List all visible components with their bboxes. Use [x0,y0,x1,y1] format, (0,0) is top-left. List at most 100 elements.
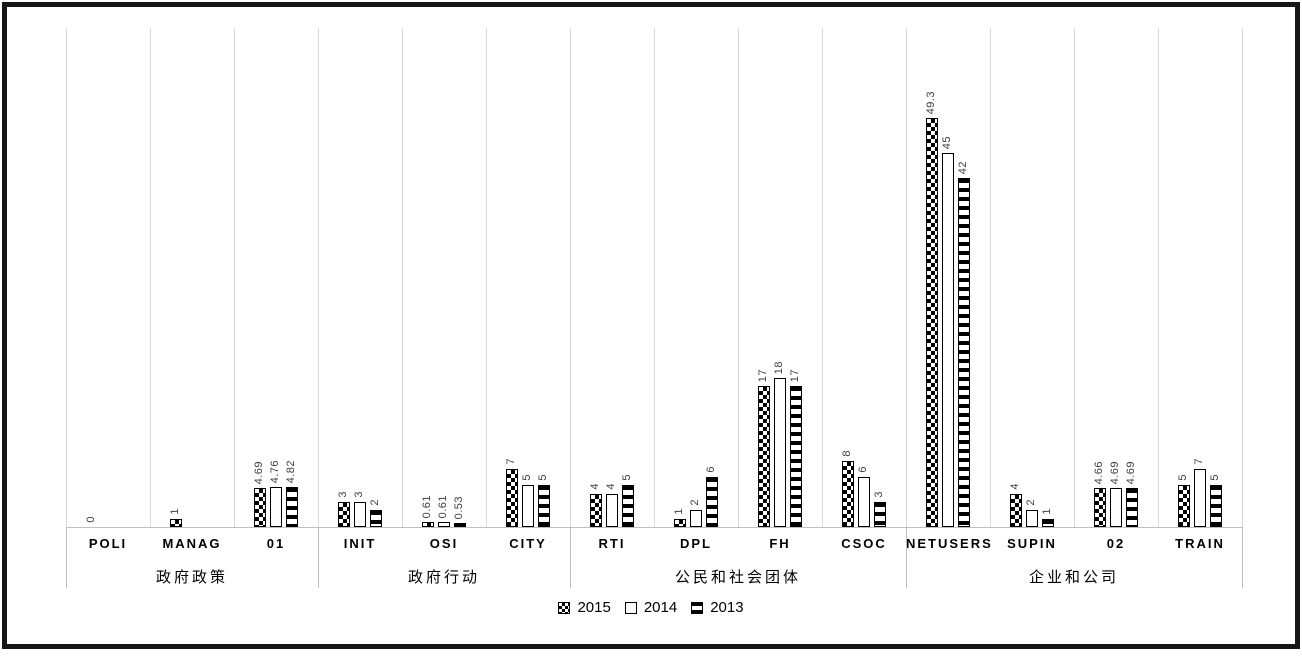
bar-2013-FH [790,386,802,527]
bar-2014-INIT [354,502,366,527]
legend-swatch-2013 [691,601,704,614]
gridline [486,28,487,527]
group-label: 公民和社会团体 [674,569,801,586]
bar-2015-INIT [338,502,350,527]
legend-swatch-2015 [558,601,571,614]
bar-value-label: 4.69 [1125,460,1137,484]
bar-2015-OSI [422,522,434,527]
category-label-rti: RTI [598,536,626,551]
bar-2014-SUPIN [1026,510,1038,527]
bar-value-label: 2 [1025,499,1037,506]
bar-value-label: 1 [673,508,685,515]
legend-item-2015: 2015 [558,599,611,616]
bar-value-label: 3 [337,491,349,498]
category-label-supin: SUPIN [1007,536,1057,551]
bar-2014-DPL [690,510,702,527]
bar-value-label: 0 [85,516,97,523]
bar-2013-OSI [454,523,466,527]
gridline [822,28,823,527]
bar-value-label: 45 [941,135,953,149]
gridline [318,28,319,527]
gridline [1074,28,1075,527]
bar-value-label: 2 [369,499,381,506]
legend-item-2013: 2013 [691,599,744,616]
gridline [1158,28,1159,527]
bar-value-label: 4 [589,483,601,490]
bar-value-label: 7 [1193,458,1205,465]
category-label-01: 01 [266,536,286,551]
bar-value-label: 17 [757,368,769,382]
bar-2014-OSI [438,522,450,527]
bar-value-label: 8 [841,450,853,457]
group-label: 政府行动 [407,569,480,586]
bar-value-label: 42 [957,160,969,174]
legend-label: 2015 [577,599,611,616]
bar-value-label: 2 [689,499,701,506]
bar-2015-02 [1094,488,1106,527]
bar-value-label: 0.53 [453,495,465,519]
group-divider [66,527,67,588]
bar-2014-TRAIN [1194,469,1206,527]
group-divider [1242,527,1243,588]
category-label-02: 02 [1106,536,1126,551]
bar-2015-FH [758,386,770,527]
bar-2013-RTI [622,485,634,527]
bar-value-label: 18 [773,360,785,374]
bar-value-label: 4.69 [253,460,265,484]
bar-2013-DPL [706,477,718,527]
bar-2014-FH [774,378,786,527]
bar-value-label: 0.61 [437,494,449,518]
bar-2013-NETUSERS [958,178,970,527]
x-axis-line [66,527,1242,528]
legend: 2015 2014 2013 [0,599,1302,616]
gridline [234,28,235,527]
bar-2015-SUPIN [1010,494,1022,527]
bar-value-label: 4 [605,483,617,490]
bar-value-label: 17 [789,368,801,382]
bar-2015-DPL [674,519,686,527]
bar-value-label: 0.61 [421,494,433,518]
bar-2013-TRAIN [1210,485,1222,527]
gridline [906,28,907,527]
category-label-dpl: DPL [680,536,712,551]
category-label-init: INIT [343,536,377,551]
legend-label: 2013 [710,599,744,616]
category-label-netusers: NETUSERS [906,536,993,551]
category-label-fh: FH [769,536,791,551]
bar-2013-SUPIN [1042,519,1054,527]
bar-2015-RTI [590,494,602,527]
gridline [150,28,151,527]
bar-value-label: 5 [1177,474,1189,481]
bar-2013-CSOC [874,502,886,527]
bar-2013-01 [286,487,298,527]
bar-2015-CITY [506,469,518,527]
bar-value-label: 4 [1009,483,1021,490]
bar-2015-TRAIN [1178,485,1190,527]
bar-value-label: 7 [505,458,517,465]
bar-2014-CITY [522,485,534,527]
bar-value-label: 4.66 [1093,460,1105,484]
group-divider [570,527,571,588]
gridline [402,28,403,527]
category-label-manag: MANAG [162,536,222,551]
bar-value-label: 3 [873,491,885,498]
bar-value-label: 1 [169,508,181,515]
gridline [738,28,739,527]
bar-2015-01 [254,488,266,527]
bar-2015-CSOC [842,461,854,527]
bar-value-label: 6 [705,466,717,473]
bar-value-label: 5 [621,474,633,481]
bar-2014-CSOC [858,477,870,527]
bar-value-label: 4.82 [285,459,297,483]
group-label: 企业和公司 [1028,569,1119,586]
group-divider [906,527,907,588]
legend-label: 2014 [643,599,678,616]
gridline [654,28,655,527]
category-label-poli: POLI [88,536,128,551]
bar-value-label: 49.3 [925,90,937,114]
bar-value-label: 3 [353,491,365,498]
category-label-city: CITY [509,536,547,551]
category-label-train: TRAIN [1175,536,1225,551]
bar-value-label: 5 [521,474,533,481]
bar-value-label: 6 [857,466,869,473]
